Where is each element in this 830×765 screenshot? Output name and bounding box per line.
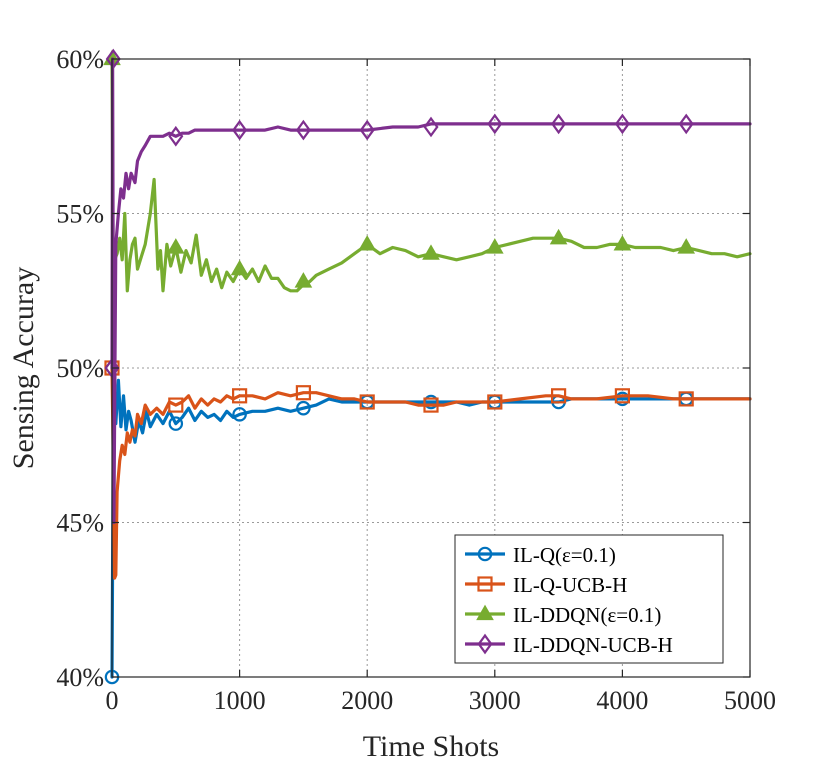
circle-marker xyxy=(232,407,247,422)
y-tick-label: 45% xyxy=(56,509,104,538)
legend-item: IL-Q(ε=0.1) xyxy=(465,543,616,567)
square-marker xyxy=(232,388,248,404)
y-axis-title: Sensing Accuray xyxy=(7,267,40,469)
legend-item: IL-Q-UCB-H xyxy=(465,573,627,597)
diamond-marker xyxy=(105,48,121,70)
triangle-marker xyxy=(166,238,185,254)
square-marker xyxy=(614,388,631,404)
legend: IL-Q(ε=0.1) IL-Q-UCB-H IL-DDQN(ε=0.1) IL-DD… xyxy=(454,534,724,664)
x-tick-label: 0 xyxy=(106,686,119,715)
square-marker xyxy=(168,397,184,413)
x-tick-label: 4000 xyxy=(596,686,648,715)
square-marker xyxy=(678,391,694,407)
series-4 xyxy=(104,48,752,525)
legend-label: IL-DDQN(ε=0.1) xyxy=(513,603,661,627)
triangle-marker xyxy=(358,235,377,251)
diamond-marker xyxy=(232,119,248,141)
legend-label: IL-Q-UCB-H xyxy=(513,573,627,597)
x-tick-label: 2000 xyxy=(341,686,393,715)
square-marker xyxy=(295,385,311,401)
x-tick-label: 1000 xyxy=(214,686,266,715)
series-line xyxy=(110,378,752,679)
square-marker xyxy=(477,576,493,592)
triangle-marker xyxy=(294,272,313,288)
series-line xyxy=(110,57,752,525)
diamond-marker xyxy=(168,125,184,147)
diamond-marker xyxy=(551,113,567,135)
legend-item: IL-DDQN-UCB-H xyxy=(465,633,673,657)
y-tick-label: 55% xyxy=(56,200,104,229)
series-line xyxy=(110,366,752,580)
diamond-marker xyxy=(295,119,311,141)
x-tick-label: 5000 xyxy=(724,686,776,715)
diamond-marker xyxy=(487,113,503,135)
y-tick-label: 60% xyxy=(56,45,104,74)
triangle-marker xyxy=(476,604,494,621)
series-3 xyxy=(103,49,752,293)
square-marker xyxy=(550,388,567,404)
legend-item: IL-DDQN(ε=0.1) xyxy=(465,603,661,627)
triangle-marker xyxy=(549,228,568,245)
triangle-marker xyxy=(422,244,440,260)
x-axis-title: Time Shots xyxy=(363,730,499,763)
square-marker xyxy=(359,394,375,410)
axes: 0 1000 2000 3000 4000 5000 40% 45% 50% 55% 60% xyxy=(56,45,776,715)
diamond-marker xyxy=(477,633,493,655)
circle-marker xyxy=(168,416,184,431)
diamond-marker xyxy=(423,116,439,138)
y-tick-label: 40% xyxy=(56,663,104,692)
triangle-marker xyxy=(613,235,632,251)
series-line xyxy=(110,57,752,293)
diamond-marker xyxy=(614,113,630,135)
legend-label: IL-Q(ε=0.1) xyxy=(513,543,616,567)
y-tick-label: 50% xyxy=(56,354,104,383)
triangle-marker xyxy=(485,238,504,254)
x-tick-label: 3000 xyxy=(469,686,521,715)
diamond-marker xyxy=(359,119,375,141)
triangle-marker xyxy=(677,238,696,254)
square-marker xyxy=(423,397,439,413)
diamond-marker xyxy=(678,113,694,135)
square-marker xyxy=(487,394,503,410)
triangle-marker xyxy=(230,259,249,276)
circle-marker xyxy=(477,546,493,562)
circle-marker xyxy=(296,400,311,416)
legend-box xyxy=(454,534,724,664)
legend-label: IL-DDQN-UCB-H xyxy=(513,633,673,657)
